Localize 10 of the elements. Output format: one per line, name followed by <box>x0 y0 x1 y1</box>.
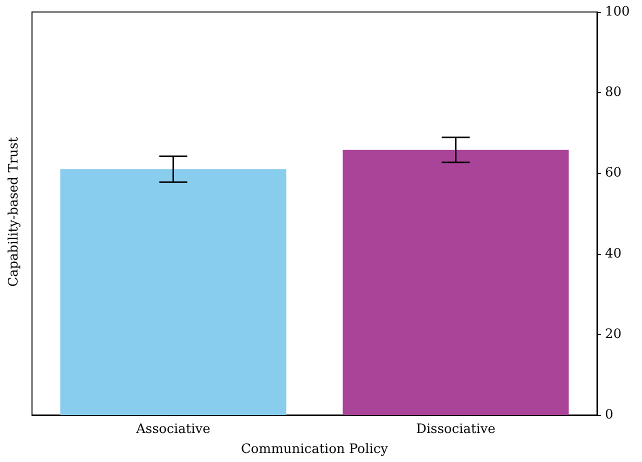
y-tick-label: 40 <box>605 246 622 262</box>
y-tick-label: 0 <box>605 408 614 422</box>
y-tick-label: 100 <box>605 4 630 20</box>
x-tick-label: Dissociative <box>416 422 496 437</box>
x-axis-title: Communication Policy <box>240 442 389 457</box>
y-tick-label: 20 <box>605 326 622 342</box>
y-axis-title: Capability-based Trust <box>6 136 22 287</box>
x-tick-label: Associative <box>135 422 211 437</box>
y-tick-label: 60 <box>605 166 622 181</box>
y-tick-label: 80 <box>605 85 622 100</box>
